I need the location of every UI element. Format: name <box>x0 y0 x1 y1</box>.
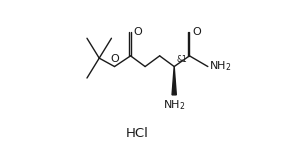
Text: O: O <box>110 54 119 64</box>
Text: O: O <box>133 27 142 37</box>
Polygon shape <box>172 67 176 95</box>
Text: NH$_2$: NH$_2$ <box>209 60 232 73</box>
Text: NH$_2$: NH$_2$ <box>163 99 185 112</box>
Text: &1: &1 <box>176 55 187 64</box>
Text: O: O <box>192 27 201 37</box>
Text: HCl: HCl <box>125 127 148 140</box>
